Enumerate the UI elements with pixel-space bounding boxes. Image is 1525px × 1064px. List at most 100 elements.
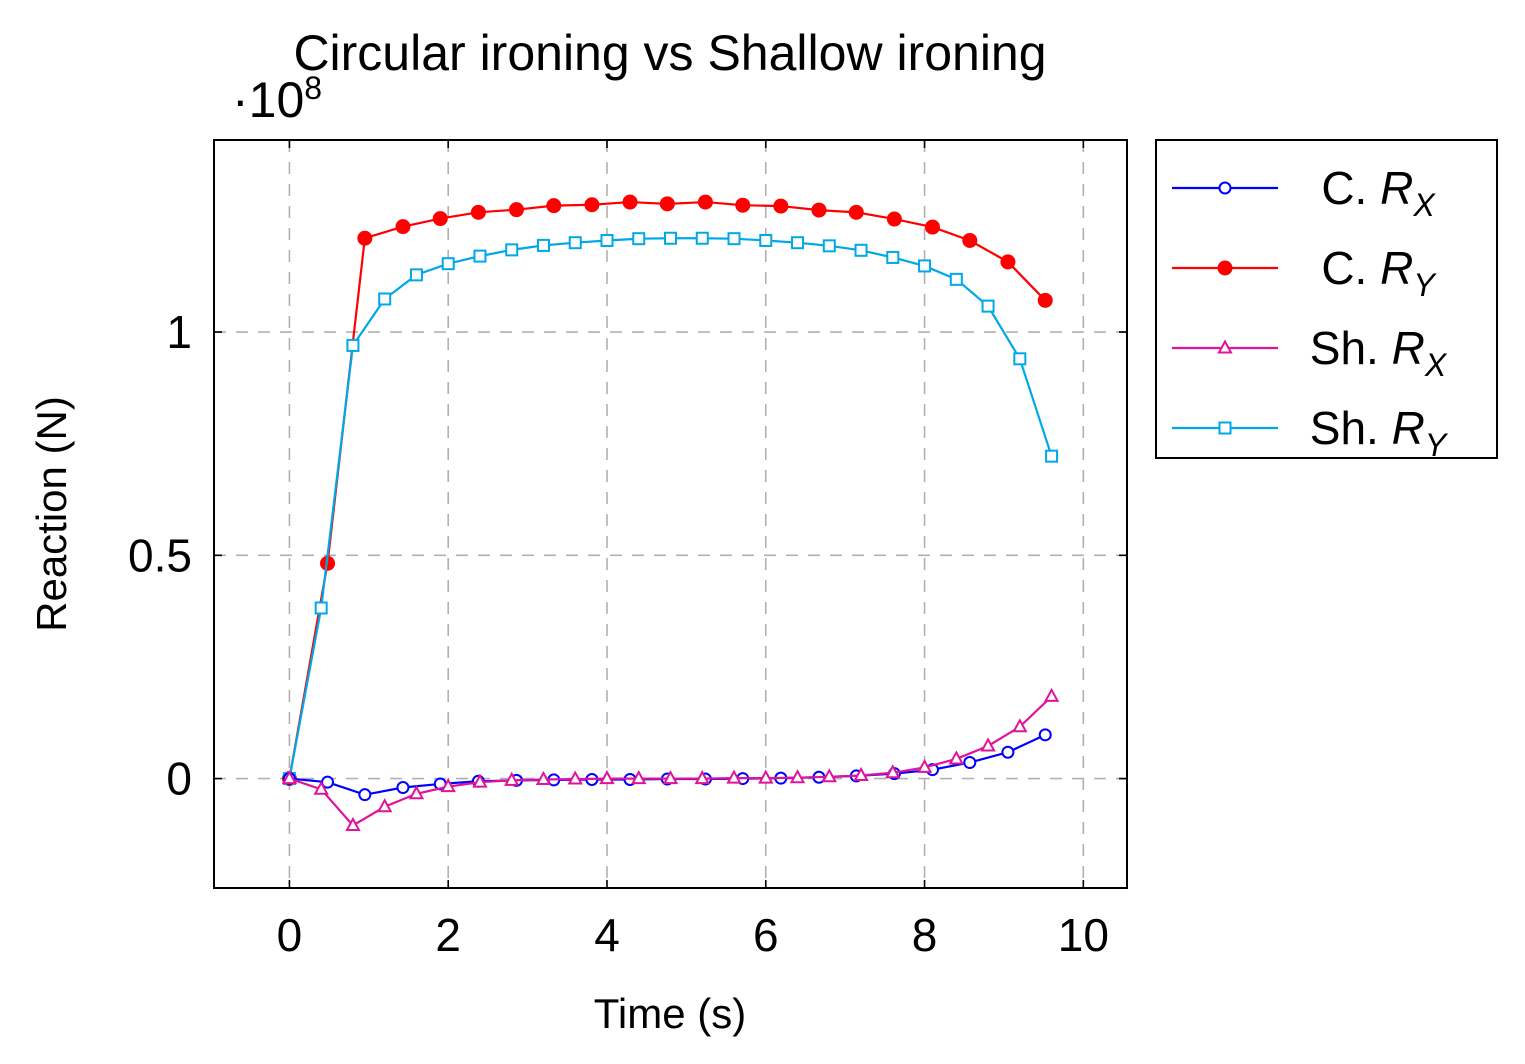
series-1-point bbox=[358, 788, 372, 802]
series-2-point bbox=[886, 211, 902, 227]
legend-label-subscript: X bbox=[1412, 187, 1436, 223]
series-4-point bbox=[1013, 352, 1027, 366]
series-4-point bbox=[695, 231, 709, 245]
legend-swatch-marker bbox=[1218, 421, 1232, 435]
series-3-point bbox=[631, 770, 647, 785]
x-tick-label: 4 bbox=[594, 909, 620, 961]
series-2-point bbox=[584, 197, 600, 213]
legend-box bbox=[1155, 139, 1498, 459]
series-4-point bbox=[632, 232, 646, 246]
series-4-line bbox=[288, 237, 1053, 779]
series-2-point bbox=[962, 232, 978, 248]
series-3-point bbox=[313, 780, 329, 795]
series-4-point bbox=[505, 243, 519, 257]
x-tick-label: 6 bbox=[753, 909, 779, 961]
y-tick-label: 1 bbox=[166, 306, 192, 358]
legend-item-4: Sh. RY bbox=[1172, 402, 1449, 463]
series-3-point bbox=[281, 770, 298, 785]
series-3-point bbox=[694, 770, 710, 785]
series-2-point bbox=[659, 196, 675, 212]
series-2-point bbox=[546, 198, 562, 214]
series-2-point bbox=[848, 204, 864, 220]
series-4-point bbox=[314, 601, 328, 615]
series-4 bbox=[282, 231, 1059, 786]
axis-ticks: 0 2 4 6 8 10 0 0.5 1 bbox=[128, 140, 1127, 961]
series-4-point bbox=[949, 272, 963, 286]
series-3-point bbox=[1043, 687, 1060, 702]
series-4-point bbox=[536, 238, 550, 252]
series-3-point bbox=[662, 770, 679, 785]
legend-item-3: Sh. RX bbox=[1172, 322, 1448, 383]
y-multiplier: ·108 bbox=[232, 70, 322, 128]
chart-title: Circular ironing vs Shallow ironing bbox=[293, 25, 1046, 81]
series-3-point bbox=[885, 764, 901, 779]
series-4-point bbox=[568, 236, 582, 250]
series-3-point bbox=[345, 816, 361, 831]
series-1-point bbox=[963, 756, 977, 770]
series-3-point bbox=[472, 773, 488, 788]
series-2-point bbox=[357, 230, 373, 246]
legend-label-symbol: R bbox=[1392, 322, 1425, 374]
series-3-point bbox=[504, 771, 520, 786]
legend-label-symbol: R bbox=[1392, 402, 1425, 454]
series-2 bbox=[281, 194, 1053, 787]
series-4-point bbox=[346, 338, 360, 352]
series-3-point bbox=[408, 785, 425, 800]
series-2-point bbox=[1037, 292, 1053, 308]
series-4-point bbox=[981, 299, 995, 313]
series-3-point bbox=[567, 770, 583, 785]
series-3-point bbox=[440, 778, 456, 793]
series-2-line bbox=[288, 200, 1047, 779]
series-4-point bbox=[727, 232, 741, 246]
series-3-point bbox=[377, 798, 393, 813]
series-3-point bbox=[758, 769, 774, 784]
series-4-point bbox=[473, 249, 487, 263]
series-2-point bbox=[470, 204, 486, 220]
series-1-point bbox=[396, 781, 410, 795]
legend-label: Sh. RX bbox=[1310, 322, 1448, 383]
x-tick-label: 8 bbox=[912, 909, 938, 961]
legend-label-subscript: Y bbox=[1413, 267, 1437, 303]
series-4-point bbox=[886, 250, 900, 264]
series-1-point bbox=[321, 775, 335, 789]
series-1-point bbox=[1038, 728, 1052, 742]
series-3-point bbox=[599, 770, 615, 785]
legend-label: C. RY bbox=[1321, 242, 1437, 303]
y-multiplier-base: ·10 bbox=[232, 72, 304, 128]
legend-item-2: C. RY bbox=[1172, 242, 1437, 303]
legend-label-symbol: R bbox=[1380, 162, 1413, 214]
series-2-point bbox=[395, 219, 411, 235]
series-4-point bbox=[822, 239, 836, 253]
series-2-point bbox=[697, 194, 713, 210]
x-axis-label: Time (s) bbox=[594, 990, 746, 1037]
legend-label-prefix: C. bbox=[1321, 242, 1380, 294]
series-3-point bbox=[916, 758, 933, 773]
y-axis-label: Reaction (N) bbox=[28, 396, 75, 632]
legend-label-prefix: Sh. bbox=[1310, 402, 1392, 454]
legend-swatch-marker bbox=[1218, 181, 1232, 195]
series-2-point bbox=[735, 197, 751, 213]
series-4-point bbox=[791, 236, 805, 250]
series-1-point bbox=[1001, 745, 1015, 759]
series-3-point bbox=[980, 737, 996, 752]
series-2-point bbox=[811, 202, 827, 218]
legend-swatch-marker bbox=[1217, 339, 1233, 354]
series-4-point bbox=[664, 231, 677, 245]
series-4-point bbox=[441, 257, 455, 271]
x-tick-label: 2 bbox=[435, 909, 461, 961]
series-3-point bbox=[535, 770, 552, 785]
series-3-point bbox=[948, 750, 964, 765]
series-2-point bbox=[508, 202, 524, 218]
series-3 bbox=[281, 687, 1060, 831]
series-4-point bbox=[854, 243, 868, 257]
series-4-point bbox=[759, 233, 773, 247]
series-3-point bbox=[853, 766, 869, 781]
series-3-point bbox=[821, 768, 837, 783]
y-tick-label: 0.5 bbox=[128, 529, 192, 581]
series-2-point bbox=[432, 211, 448, 227]
series-2-point bbox=[1000, 254, 1016, 270]
legend-label-prefix: Sh. bbox=[1310, 322, 1392, 374]
